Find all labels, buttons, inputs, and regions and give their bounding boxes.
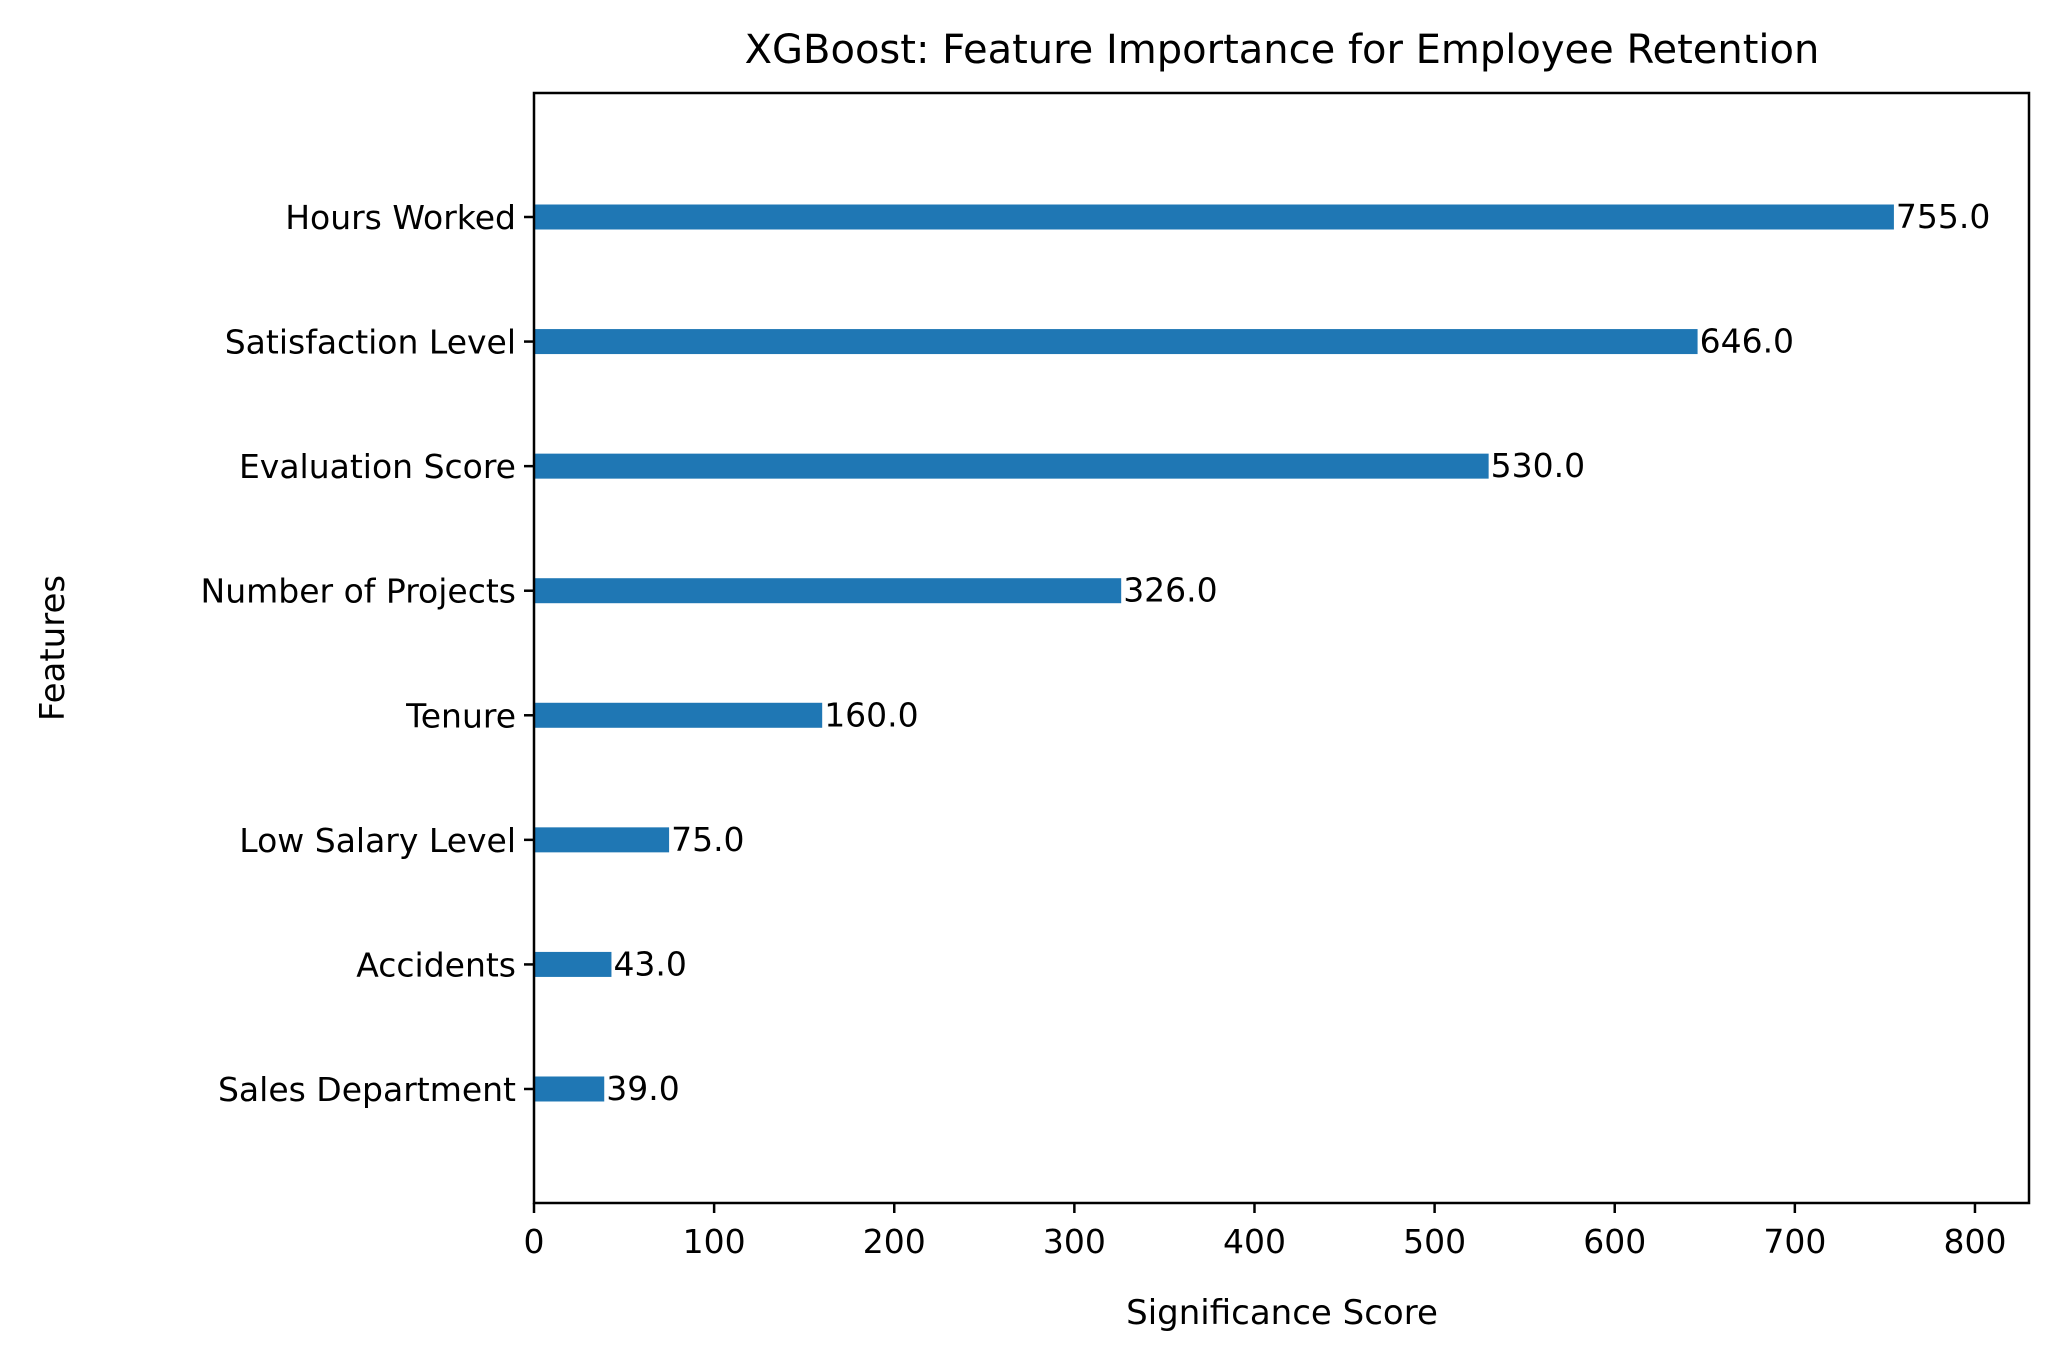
bar-data-label: 160.0 [824,695,918,734]
bar-labels-group: 755.0 646.0 530.0 326.0 160.0 75.0 43.0 39.0 [606,197,1990,1108]
bar [534,951,612,977]
y-tick-label: Accidents [356,945,516,984]
bar-data-label: 755.0 [1896,197,1990,236]
bar-data-label: 43.0 [613,944,686,983]
x-tick-label: 100 [683,1222,746,1261]
y-ticks-group: Hours Worked Satisfaction Level Evaluation… [201,198,534,1109]
y-tick-label: Tenure [405,696,516,735]
bar-data-label: 530.0 [1491,446,1585,485]
x-tick-label: 300 [1043,1222,1106,1261]
y-tick-label: Low Salary Level [239,821,516,860]
bar-data-label: 39.0 [606,1069,679,1108]
bar [534,702,823,728]
y-tick-label: Number of Projects [201,572,516,611]
x-tick-label: 400 [1223,1222,1286,1261]
bar [534,578,1122,604]
bar [534,827,670,853]
y-tick-label: Hours Worked [285,198,516,237]
x-axis-label: Significance Score [1126,1293,1438,1333]
bar [534,453,1489,479]
x-tick-label: 200 [863,1222,926,1261]
x-tick-label: 600 [1583,1222,1646,1261]
y-tick-label: Sales Department [218,1070,516,1109]
bars-group [534,204,1894,1102]
plot-frame [532,91,2031,1205]
x-tick-label: 0 [524,1222,545,1261]
bar-data-label: 326.0 [1123,571,1217,610]
y-tick-label: Satisfaction Level [225,323,516,362]
x-tick-label: 700 [1763,1222,1826,1261]
y-axis-label: Features [33,575,73,721]
x-tick-label: 500 [1403,1222,1466,1261]
bar-data-label: 75.0 [671,820,744,859]
bar [534,329,1698,355]
bar [534,1076,605,1102]
x-tick-label: 800 [1943,1222,2006,1261]
y-tick-label: Evaluation Score [239,447,516,486]
chart-title: XGBoost: Feature Importance for Employee… [745,27,1820,73]
bar-data-label: 646.0 [1700,322,1794,361]
x-ticks-group: 0 100 200 300 400 500 600 700 800 [524,1203,2006,1261]
bar [534,204,1894,230]
